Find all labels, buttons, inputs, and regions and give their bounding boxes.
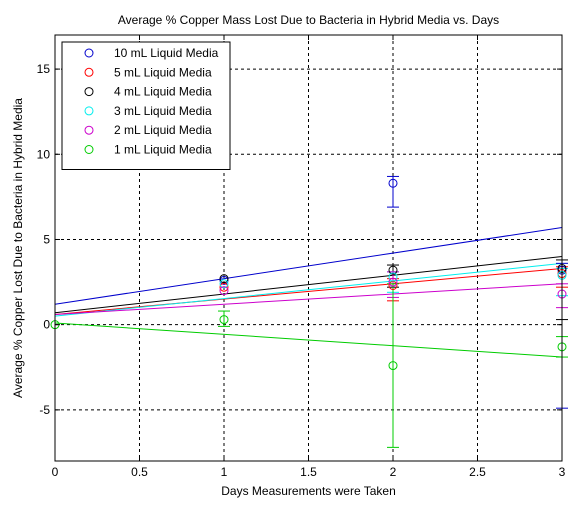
x-tick-label: 1 bbox=[221, 465, 228, 479]
legend-label: 2 mL Liquid Media bbox=[114, 123, 212, 137]
legend-label: 10 mL Liquid Media bbox=[114, 46, 219, 60]
y-tick-label: 0 bbox=[43, 318, 50, 332]
x-tick-label: 0 bbox=[52, 465, 59, 479]
x-tick-label: 2 bbox=[390, 465, 397, 479]
legend-label: 5 mL Liquid Media bbox=[114, 65, 212, 79]
x-tick-label: 3 bbox=[559, 465, 566, 479]
x-tick-label: 0.5 bbox=[131, 465, 148, 479]
legend-label: 4 mL Liquid Media bbox=[114, 85, 212, 99]
y-axis-title: Average % Copper Lost Due to Bacteria in… bbox=[11, 98, 25, 398]
y-tick-label: 15 bbox=[37, 62, 51, 76]
chart-title: Average % Copper Mass Lost Due to Bacter… bbox=[118, 13, 499, 27]
legend-label: 3 mL Liquid Media bbox=[114, 104, 212, 118]
y-tick-label: -5 bbox=[39, 403, 50, 417]
y-tick-label: 5 bbox=[43, 232, 50, 246]
x-tick-label: 1.5 bbox=[300, 465, 317, 479]
legend: 10 mL Liquid Media 5 mL Liquid Media 4 mL … bbox=[62, 42, 230, 170]
legend-label: 1 mL Liquid Media bbox=[114, 143, 212, 157]
x-axis-title: Days Measurements were Taken bbox=[221, 484, 396, 498]
y-tick-label: 10 bbox=[37, 147, 51, 161]
x-tick-label: 2.5 bbox=[469, 465, 486, 479]
